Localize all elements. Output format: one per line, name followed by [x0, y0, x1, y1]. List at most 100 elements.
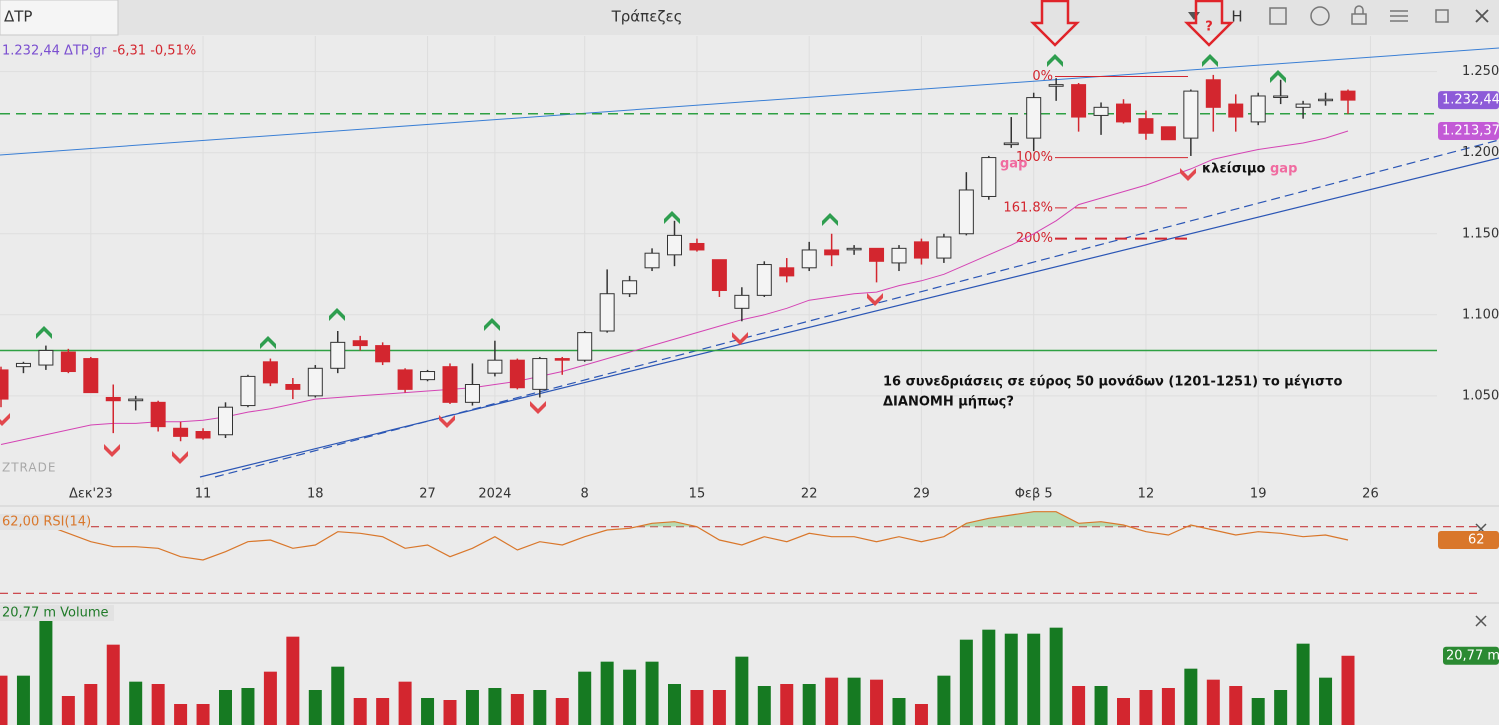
volume-bar	[847, 677, 861, 725]
volume-bar	[61, 696, 75, 725]
volume-bar	[443, 700, 457, 725]
volume-bar	[421, 698, 435, 725]
rsi-tag-label: 62	[1468, 533, 1485, 548]
icon-restore[interactable]	[1435, 9, 1449, 23]
volume-bar	[196, 704, 210, 725]
x-tick-label: 26	[1362, 487, 1379, 502]
x-tick-label: Δεκ'23	[69, 487, 113, 502]
candle-body	[1318, 98, 1334, 102]
volume-bar	[533, 690, 547, 725]
rsi-label: 62,00 RSI(14)	[2, 515, 91, 530]
candle-body	[1340, 90, 1356, 101]
volume-bar	[263, 671, 277, 725]
volume-bar	[914, 704, 928, 725]
volume-bar	[16, 675, 30, 725]
fib-label: 100%	[1016, 150, 1053, 165]
fib-label: 0%	[1032, 69, 1053, 84]
trend-line	[0, 47, 1499, 156]
icon-quote[interactable]	[1310, 6, 1330, 26]
candle-body	[869, 247, 885, 262]
volume-bar	[1139, 690, 1153, 725]
y-tick-label: 1.150	[1462, 226, 1499, 241]
volume-bar	[600, 661, 614, 725]
rsi-tag	[1438, 531, 1499, 549]
candle-body	[913, 241, 929, 259]
volume-bar	[1072, 686, 1086, 725]
x-tick-label: 11	[195, 487, 212, 502]
candle-body	[846, 247, 862, 251]
overbought-area	[23, 511, 1199, 527]
candle-body	[15, 362, 31, 368]
candle-body	[779, 267, 795, 277]
candle-body	[83, 358, 99, 394]
x-tick-label: 12	[1138, 487, 1155, 502]
candle-body	[1026, 97, 1042, 139]
volume-bar	[219, 690, 232, 725]
icon-close[interactable]	[1475, 9, 1489, 23]
volume-bar	[174, 704, 188, 725]
symbol-tab[interactable]	[0, 0, 119, 36]
volume-bar	[959, 639, 973, 725]
volume-bar	[286, 636, 300, 725]
marks-layer: 0% 100% 161.8% 200%	[0, 69, 1437, 725]
volume-bar	[982, 629, 996, 725]
tags-layer: 1.050 1.100 1.150 1.200 1.250 Δεκ'23 11 18 27 202…	[69, 64, 1499, 665]
candle-body	[1003, 142, 1019, 146]
candle-body	[397, 369, 413, 390]
x-tick-label: 19	[1250, 487, 1267, 502]
candle-body	[622, 280, 638, 295]
icon-lock[interactable]	[1351, 13, 1367, 25]
candle-body	[711, 259, 727, 291]
volume-bar	[84, 684, 98, 725]
candle-body	[599, 293, 615, 332]
x-tick-label: 8	[581, 487, 589, 502]
volume-bar	[1049, 627, 1063, 725]
candle-body	[420, 371, 436, 381]
icon-menu[interactable]	[1390, 10, 1408, 22]
price-tag	[1438, 91, 1499, 110]
volume-bar	[1206, 679, 1220, 725]
candle-body	[1205, 79, 1221, 108]
candle-body	[285, 384, 301, 390]
candle-body	[734, 294, 750, 309]
fib-label: 161.8%	[1003, 200, 1053, 215]
trend-line	[214, 139, 1499, 478]
candle-body	[487, 359, 503, 374]
candle-body	[128, 398, 144, 402]
volume-bar	[668, 684, 681, 725]
x-tick-label: 18	[307, 487, 324, 502]
candle-body	[218, 406, 233, 436]
icon-window[interactable]	[1269, 7, 1287, 25]
volume-bar	[376, 698, 390, 725]
legend-price: 1.232,44 ΔΤΡ.gr	[2, 44, 107, 59]
volume-bar	[1296, 643, 1310, 725]
candle-body	[1250, 95, 1266, 123]
candle-body	[352, 340, 368, 347]
candle-body	[644, 252, 660, 269]
volume-bar	[151, 684, 165, 725]
volume-label-bg	[0, 605, 114, 621]
volume-bar	[780, 684, 794, 725]
candle-body	[195, 431, 211, 439]
candle-body	[1116, 103, 1131, 123]
candle-body	[1160, 126, 1176, 141]
toolbar-h[interactable]: H	[1231, 8, 1242, 26]
candle-body	[981, 157, 997, 197]
pane-close[interactable]	[1475, 615, 1487, 627]
candle-body	[756, 264, 772, 296]
candle-body	[554, 358, 570, 361]
volume-tag-label: 20,77 m	[1446, 648, 1499, 663]
watermark: ZTRADE	[2, 461, 56, 475]
volume-bar	[1251, 698, 1265, 725]
candle-body	[1048, 84, 1064, 87]
volume-bar	[578, 671, 592, 725]
annotation: 16 συνεδριάσεις σε εύρος 50 μονάδων (120…	[883, 375, 1342, 390]
volume-bar	[1004, 633, 1018, 725]
volume-bar	[510, 694, 524, 725]
volume-bar	[1341, 655, 1355, 725]
candle-body	[1273, 95, 1289, 98]
volume-label: 20,77 m Volume	[2, 606, 109, 621]
price-tag	[1438, 122, 1499, 141]
volume-bar	[0, 675, 8, 725]
volume-bar	[1274, 690, 1288, 725]
